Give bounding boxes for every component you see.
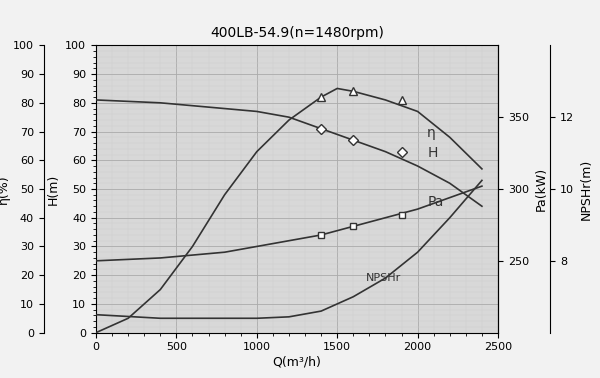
X-axis label: Q(m³/h): Q(m³/h) bbox=[272, 355, 322, 368]
Y-axis label: NPSHr(m): NPSHr(m) bbox=[580, 158, 593, 220]
Text: η: η bbox=[427, 126, 436, 140]
Y-axis label: Pa(kW): Pa(kW) bbox=[535, 167, 547, 211]
Y-axis label: η(%): η(%) bbox=[0, 174, 10, 204]
Text: H: H bbox=[427, 146, 437, 160]
Text: NPSHr: NPSHr bbox=[366, 273, 401, 283]
Text: Pa: Pa bbox=[427, 195, 443, 209]
Y-axis label: H(m): H(m) bbox=[47, 174, 60, 204]
Title: 400LB-54.9(n=1480rpm): 400LB-54.9(n=1480rpm) bbox=[210, 26, 384, 40]
